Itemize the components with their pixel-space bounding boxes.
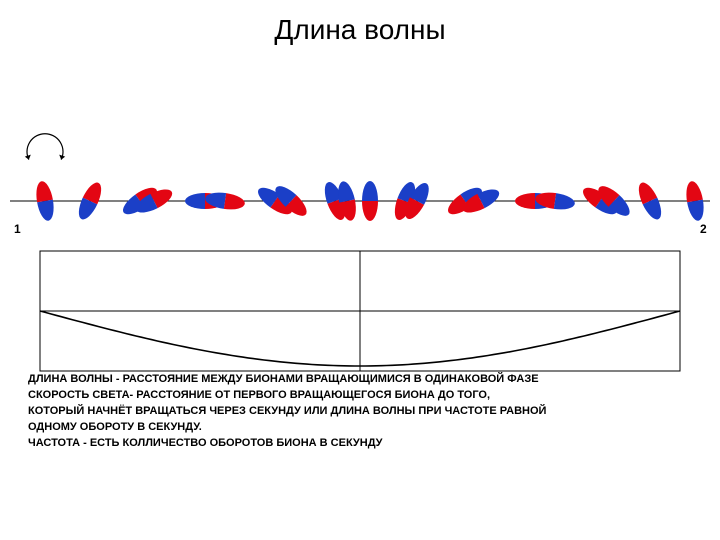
bion-6 xyxy=(362,181,378,221)
bion-0 xyxy=(34,180,57,222)
rotation-arrow-icon xyxy=(27,134,63,160)
label-1: 1 xyxy=(14,222,21,236)
diagram: 12 xyxy=(0,46,720,366)
bion-12 xyxy=(684,180,707,222)
label-2: 2 xyxy=(700,222,707,236)
diagram-svg: 12 xyxy=(0,46,720,386)
page-title: Длина волны xyxy=(0,0,720,46)
